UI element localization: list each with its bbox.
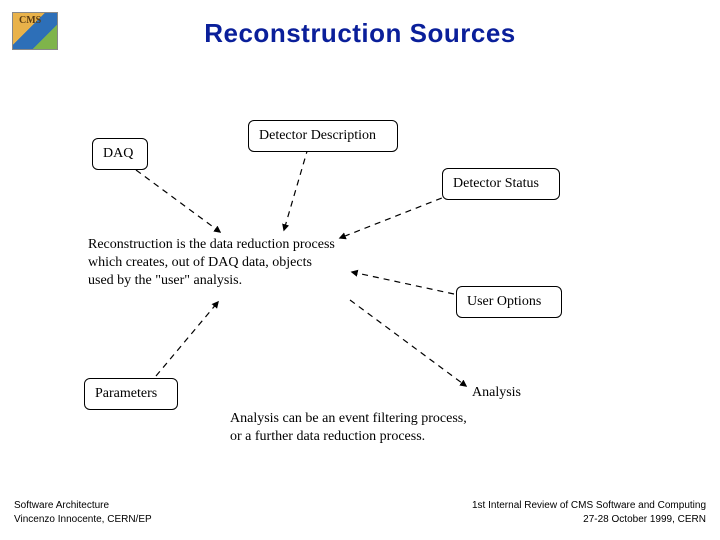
node-detstat: Detector Status [442,168,560,200]
node-anal_note: Analysis can be an event filtering proce… [230,410,500,446]
edge-detdesc-to-recon [284,148,308,230]
footer-left-line1: Software Architecture [14,499,152,513]
edge-detstat-to-recon [340,194,452,238]
edge-recon-to-analysis [350,300,466,386]
node-params: Parameters [84,378,178,410]
edge-params-to-recon [156,302,218,376]
edge-useropts-to-recon [352,272,454,294]
node-analysis: Analysis [472,384,562,402]
footer-right-line2: 27-28 October 1999, CERN [472,513,706,527]
node-detdesc: Detector Description [248,120,398,152]
node-recon: Reconstruction is the data reduction pro… [88,236,358,291]
diagram-canvas: DAQ Detector Description Detector Status Re… [0,90,720,490]
footer-right-line1: 1st Internal Review of CMS Software and … [472,499,706,513]
footer-right: 1st Internal Review of CMS Software and … [472,499,706,526]
node-useropts: User Options [456,286,562,318]
footer-left: Software Architecture Vincenzo Innocente… [14,499,152,526]
node-daq: DAQ [92,138,148,170]
slide-title: Reconstruction Sources [0,18,720,49]
footer-left-line2: Vincenzo Innocente, CERN/EP [14,513,152,527]
edge-daq-to-recon [136,170,220,232]
